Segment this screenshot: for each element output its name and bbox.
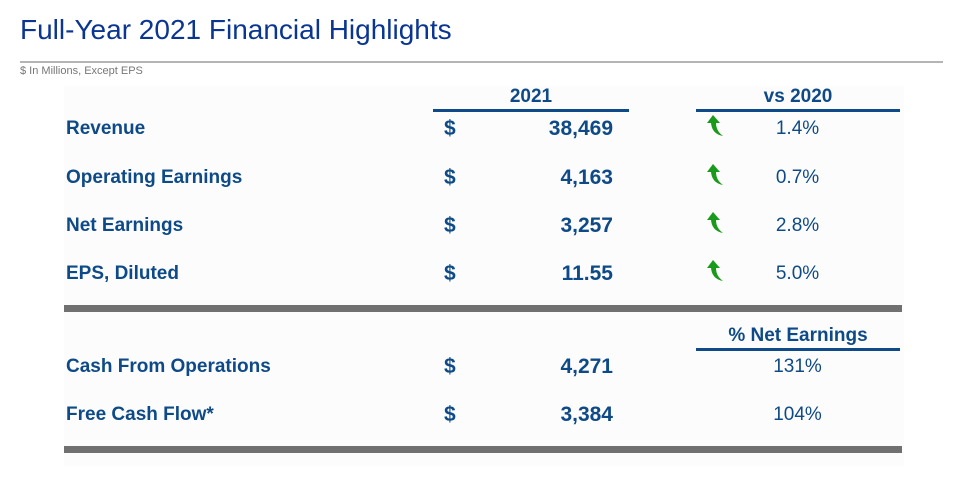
row-label: Operating Earnings: [66, 167, 243, 188]
row-value: 4,163: [560, 166, 613, 189]
header-pct-net-earnings: % Net Earnings: [728, 325, 868, 346]
row-change: 5.0%: [775, 263, 820, 284]
row-pct-net-earnings: 104%: [773, 404, 822, 425]
row-change: 0.7%: [775, 167, 820, 188]
table-background: [64, 86, 904, 466]
header-vs-2020: vs 2020: [763, 86, 833, 107]
row-label: Free Cash Flow*: [66, 404, 214, 425]
header-underline: [433, 109, 629, 112]
title-divider: [20, 61, 943, 63]
row-value: 3,384: [560, 403, 613, 426]
currency-symbol: $: [444, 166, 456, 189]
up-arrow-icon: [706, 115, 724, 137]
header-underline: [696, 348, 900, 351]
currency-symbol: $: [444, 117, 456, 140]
subtitle: $ In Millions, Except EPS: [20, 65, 143, 77]
row-pct-net-earnings: 131%: [773, 356, 822, 377]
row-value: 38,469: [548, 117, 613, 140]
row-change: 2.8%: [775, 215, 820, 236]
row-value: 4,271: [560, 355, 613, 378]
header-underline: [696, 109, 900, 112]
up-arrow-icon: [706, 260, 724, 282]
row-value: 11.55: [561, 262, 613, 285]
currency-symbol: $: [444, 403, 456, 426]
section-divider: [64, 446, 902, 453]
currency-symbol: $: [444, 262, 456, 285]
row-change: 1.4%: [775, 118, 820, 139]
section-divider: [64, 305, 902, 312]
header-2021: 2021: [509, 86, 553, 107]
currency-symbol: $: [444, 355, 456, 378]
up-arrow-icon: [706, 212, 724, 234]
page-title: Full-Year 2021 Financial Highlights: [20, 14, 452, 45]
up-arrow-icon: [706, 164, 724, 186]
row-value: 3,257: [560, 214, 613, 237]
row-label: Revenue: [66, 118, 146, 139]
row-label: Net Earnings: [66, 215, 184, 236]
row-label: EPS, Diluted: [66, 263, 179, 284]
currency-symbol: $: [444, 214, 456, 237]
row-label: Cash From Operations: [66, 356, 271, 377]
